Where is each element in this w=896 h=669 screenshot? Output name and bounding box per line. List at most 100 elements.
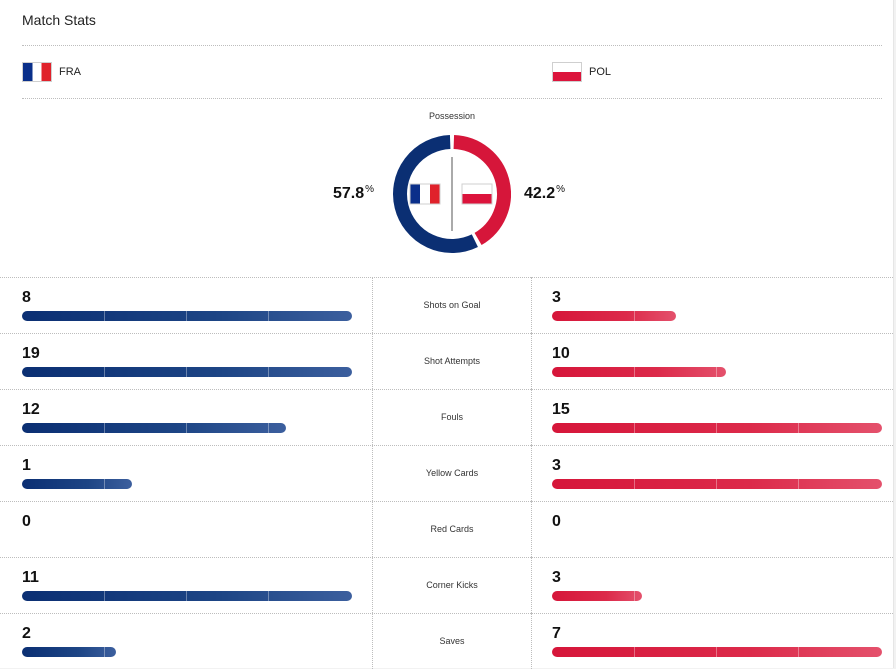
stat-home-value: 0 <box>22 513 31 530</box>
possession-arc-away <box>453 135 511 246</box>
team-home-abbr: FRA <box>59 66 81 78</box>
bar-tick <box>716 647 717 657</box>
stat-away-bar <box>552 423 882 433</box>
stat-home-bar <box>22 367 352 377</box>
column-divider <box>372 277 373 333</box>
row-divider <box>0 557 893 558</box>
stat-away-track <box>552 367 882 377</box>
row-divider <box>0 445 893 446</box>
stat-row: 1 Yellow Cards 3 <box>0 445 893 501</box>
stat-home-track <box>22 311 352 321</box>
card-title: Match Stats <box>22 12 96 28</box>
bar-tick <box>716 479 717 489</box>
stat-row: 12 Fouls 15 <box>0 389 893 445</box>
bar-tick <box>104 479 105 489</box>
bar-tick <box>716 591 717 601</box>
bar-tick <box>186 311 187 321</box>
bar-tick <box>634 647 635 657</box>
bar-tick <box>798 367 799 377</box>
bar-tick <box>798 479 799 489</box>
stat-away-value: 3 <box>552 457 561 474</box>
stat-away-bar <box>552 647 882 657</box>
bar-tick <box>104 423 105 433</box>
bar-tick <box>186 479 187 489</box>
column-divider <box>531 613 532 669</box>
stat-away-track <box>552 591 882 601</box>
stat-label: Fouls <box>440 412 463 422</box>
bar-tick <box>716 367 717 377</box>
bar-tick <box>716 423 717 433</box>
team-away-abbr: POL <box>589 66 612 78</box>
row-divider <box>0 613 893 614</box>
column-divider <box>531 501 532 557</box>
row-divider <box>0 501 893 502</box>
stat-home-value: 8 <box>22 289 31 306</box>
stat-home-value: 1 <box>22 457 31 474</box>
stat-home-bar <box>22 591 352 601</box>
bar-tick <box>268 423 269 433</box>
stat-home-bar <box>22 647 269 657</box>
stat-row: 2 Saves 7 <box>0 613 893 669</box>
poland-flag-icon <box>552 62 582 82</box>
stat-away-value: 10 <box>552 345 570 362</box>
bar-tick <box>634 423 635 433</box>
divider <box>22 98 882 99</box>
stat-away-bar <box>552 591 799 601</box>
stat-home-track <box>22 479 352 489</box>
stat-home-track <box>22 535 352 545</box>
column-divider <box>372 333 373 389</box>
bar-tick <box>634 311 635 321</box>
bar-tick <box>104 647 105 657</box>
bar-tick <box>634 591 635 601</box>
column-divider <box>531 557 532 613</box>
stat-away-bar <box>552 367 799 377</box>
stat-home-bar <box>22 479 269 489</box>
stat-away-value: 3 <box>552 569 561 586</box>
possession-home-value: 57.8% <box>332 184 374 202</box>
column-divider <box>531 277 532 333</box>
stat-home-track <box>22 423 352 433</box>
stat-away-value: 3 <box>552 289 561 306</box>
column-divider <box>372 389 373 445</box>
stat-label: Red Cards <box>430 524 474 534</box>
stat-label: Shot Attempts <box>423 356 481 366</box>
stat-away-track <box>552 423 882 433</box>
bar-tick <box>798 591 799 601</box>
bar-tick <box>268 311 269 321</box>
column-divider <box>372 445 373 501</box>
bar-tick <box>798 647 799 657</box>
stat-home-value: 2 <box>22 625 31 642</box>
stat-home-value: 19 <box>22 345 40 362</box>
stat-away-value: 7 <box>552 625 561 642</box>
stat-away-value: 15 <box>552 401 570 418</box>
row-divider <box>0 277 893 278</box>
stat-row: 8 Shots on Goal 3 <box>0 277 893 333</box>
bar-tick <box>798 423 799 433</box>
bar-tick <box>634 479 635 489</box>
stat-away-bar <box>552 311 799 321</box>
team-away: POL <box>552 62 611 82</box>
possession-label: Possession <box>428 111 476 121</box>
row-divider <box>0 333 893 334</box>
bar-tick <box>268 479 269 489</box>
stat-away-track <box>552 479 882 489</box>
stat-home-track <box>22 647 352 657</box>
bar-tick <box>186 591 187 601</box>
team-home: FRA <box>22 62 81 82</box>
bar-tick <box>186 423 187 433</box>
stat-away-track <box>552 647 882 657</box>
column-divider <box>531 333 532 389</box>
bar-tick <box>268 367 269 377</box>
stat-away-bar <box>552 479 882 489</box>
bar-tick <box>716 311 717 321</box>
stat-away-track <box>552 535 882 545</box>
column-divider <box>531 445 532 501</box>
bar-tick <box>104 311 105 321</box>
france-flag-icon <box>22 62 52 82</box>
stat-home-value: 12 <box>22 401 40 418</box>
column-divider <box>372 557 373 613</box>
bar-tick <box>268 591 269 601</box>
stat-label: Saves <box>439 636 465 646</box>
bar-tick <box>104 367 105 377</box>
